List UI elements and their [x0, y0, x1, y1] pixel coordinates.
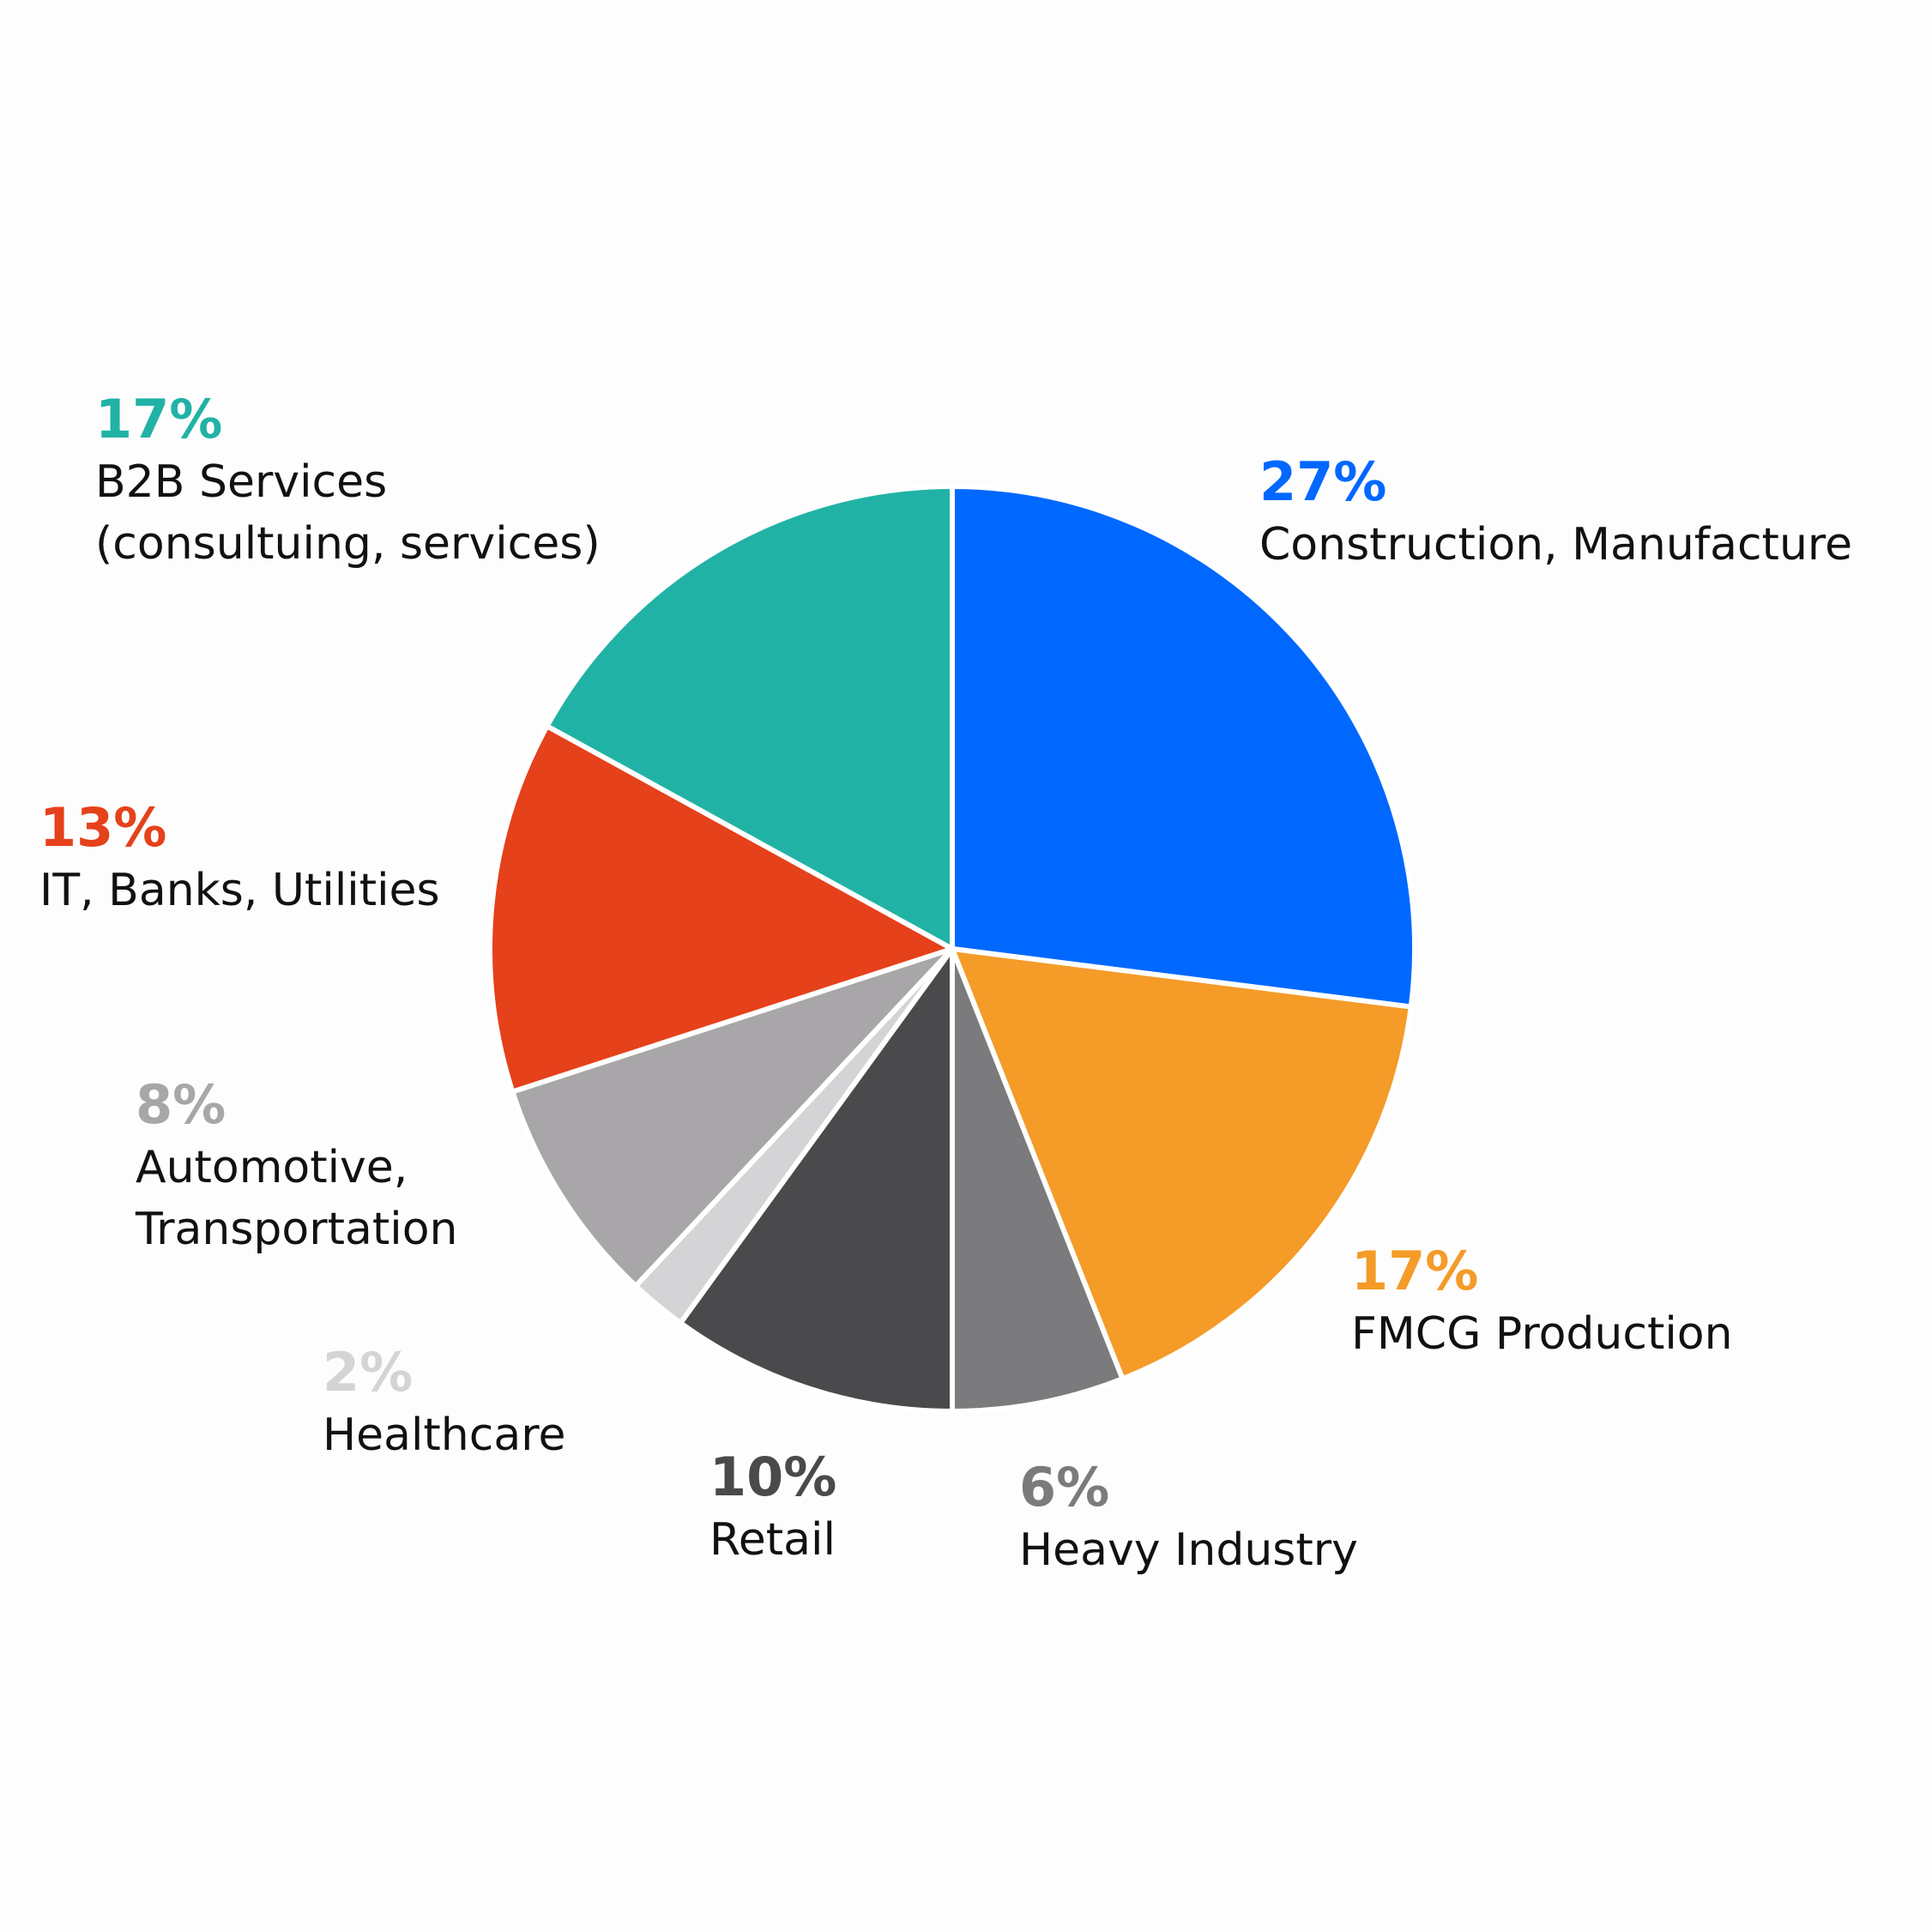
category-label: FMCG Production — [1351, 1308, 1733, 1360]
pie-slice — [487, 723, 955, 1095]
pie-slice — [678, 946, 955, 1414]
slice-label: 17% FMCG Production — [1351, 1240, 1733, 1365]
pie-slice — [510, 946, 955, 1289]
category-label: B2B Services (consultuing, services) — [95, 456, 601, 570]
category-label: Automotive, Transportation — [136, 1142, 458, 1255]
value-label: 2% — [323, 1341, 414, 1404]
value-label: 27% — [1259, 450, 1387, 513]
value-label: 17% — [95, 388, 223, 450]
slice-label: 17% B2B Services (consultuing, services) — [95, 388, 601, 575]
slice-label: 27% Construction, Manufacture — [1259, 450, 1852, 576]
value-label: 8% — [136, 1073, 226, 1136]
slice-label: 8% Automotive, Transportation — [136, 1073, 457, 1260]
pie-slice — [950, 946, 1414, 1382]
slice-label: 13% IT, Banks, Utilities — [39, 796, 440, 921]
category-label: Healthcare — [323, 1410, 566, 1461]
category-label: Construction, Manufacture — [1259, 519, 1853, 571]
slice-label: 6% Heavy Industry — [1019, 1456, 1358, 1581]
value-label: 6% — [1019, 1456, 1110, 1518]
category-label: IT, Banks, Utilities — [39, 865, 440, 916]
pie-slice — [950, 484, 1417, 1010]
category-label: Heavy Industry — [1019, 1524, 1358, 1576]
pie-slice — [950, 946, 1126, 1414]
category-label: Retail — [709, 1514, 836, 1566]
pie-slice — [544, 484, 955, 951]
slice-label: 2% Healthcare — [323, 1341, 565, 1466]
slice-label: 10% Retail — [709, 1446, 836, 1571]
value-label: 17% — [1351, 1240, 1479, 1302]
value-label: 13% — [39, 796, 167, 859]
value-label: 10% — [709, 1446, 837, 1508]
